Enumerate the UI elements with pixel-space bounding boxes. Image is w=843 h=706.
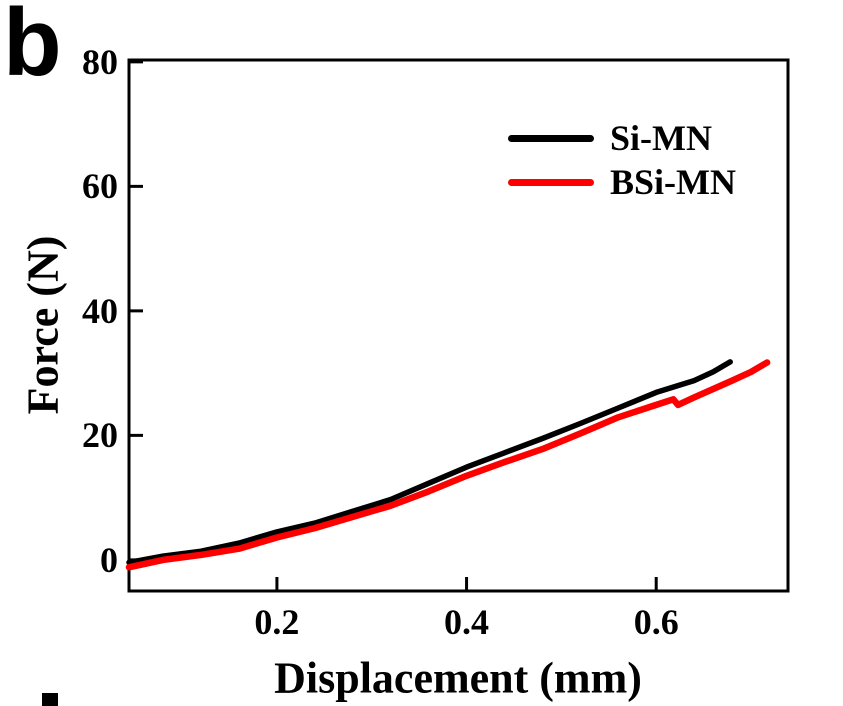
series-line-bsi-mn [125,359,771,571]
y-tick-label: 80 [82,41,118,82]
legend-row: Si-MN [508,116,736,160]
x-axis-title: Displacement (mm) [274,653,642,703]
x-tick-label: 0.4 [444,602,490,642]
cropped-next-panel-label [42,693,58,706]
y-tick-label: 0 [100,539,118,580]
x-tick-label: 0.6 [633,602,679,642]
legend-label: Si-MN [610,118,712,158]
y-tick-label: 60 [82,166,118,207]
y-tick-label: 20 [82,415,118,456]
x-tick-label: 0.2 [254,602,300,642]
legend: Si-MN BSi-MN [508,116,736,204]
legend-line-swatch [508,134,594,142]
legend-label: BSi-MN [610,162,736,202]
legend-row: BSi-MN [508,160,736,204]
plot-frame [127,58,790,593]
series-line-si-mn [126,359,733,566]
legend-line-swatch [508,178,594,186]
panel-label: b [3,0,62,96]
y-tick-label: 40 [82,290,118,331]
